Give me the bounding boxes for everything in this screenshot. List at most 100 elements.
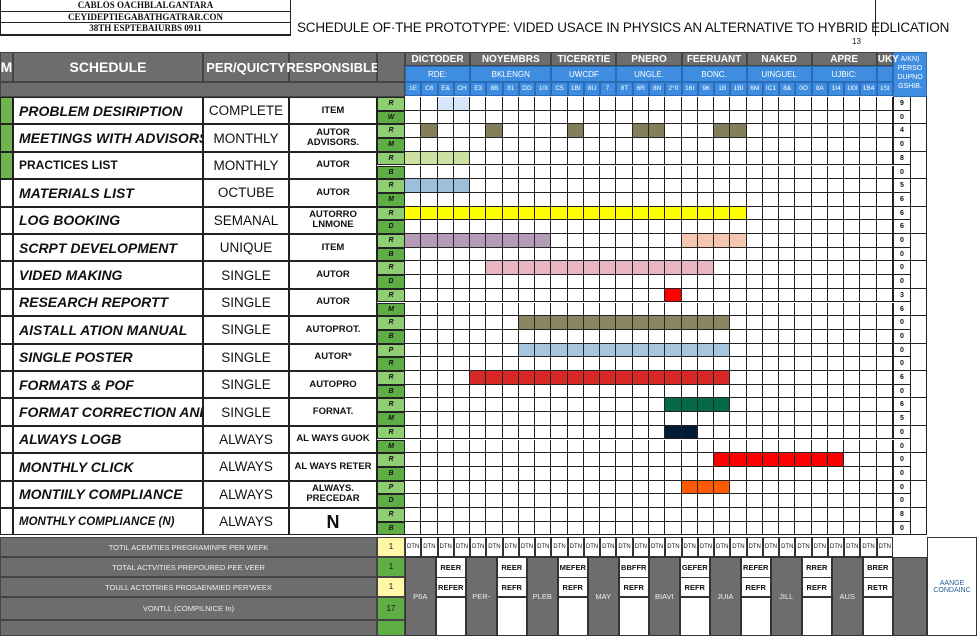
gantt-cell[interactable]	[795, 275, 812, 289]
gantt-cell[interactable]	[535, 329, 552, 344]
gantt-cell[interactable]	[405, 97, 422, 111]
gantt-cell[interactable]	[827, 138, 845, 152]
gantt-cell[interactable]	[730, 412, 747, 426]
gantt-cell[interactable]	[779, 206, 796, 221]
gantt-cell[interactable]	[518, 165, 536, 180]
gantt-cell[interactable]	[616, 138, 633, 152]
gantt-cell[interactable]	[844, 480, 861, 495]
gantt-cell[interactable]	[779, 110, 796, 125]
gantt-cell[interactable]	[583, 124, 601, 139]
gantt-cell[interactable]	[779, 261, 796, 276]
gantt-cell[interactable]	[730, 192, 747, 207]
gantt-bar-cell[interactable]	[453, 206, 471, 221]
gantt-cell[interactable]	[567, 302, 584, 317]
gantt-cell[interactable]	[844, 453, 861, 467]
gantt-cell[interactable]	[746, 371, 763, 385]
gantt-cell[interactable]	[551, 494, 568, 508]
gantt-cell[interactable]	[421, 398, 438, 413]
gantt-cell[interactable]	[779, 234, 796, 248]
gantt-bar-cell[interactable]	[518, 234, 536, 248]
gantt-cell[interactable]	[437, 425, 454, 440]
gantt-cell[interactable]	[421, 329, 438, 344]
gantt-cell[interactable]	[762, 151, 780, 166]
gantt-cell[interactable]	[697, 138, 715, 152]
gantt-cell[interactable]	[714, 329, 731, 344]
gantt-cell[interactable]	[827, 124, 845, 139]
gantt-cell[interactable]	[535, 466, 552, 481]
gantt-bar-cell[interactable]	[714, 124, 731, 139]
gantt-cell[interactable]	[730, 316, 747, 330]
task-name[interactable]: PROBLEM DESIRIPTION	[13, 97, 203, 125]
gantt-cell[interactable]	[583, 179, 601, 193]
gantt-cell[interactable]	[421, 439, 438, 454]
gantt-cell[interactable]	[405, 466, 422, 481]
gantt-cell[interactable]	[746, 329, 763, 344]
gantt-cell[interactable]	[714, 425, 731, 440]
gantt-cell[interactable]	[616, 453, 633, 467]
gantt-cell[interactable]	[518, 398, 536, 413]
gantt-cell[interactable]	[405, 165, 422, 180]
gantt-cell[interactable]	[583, 192, 601, 207]
gantt-cell[interactable]	[746, 206, 763, 221]
gantt-cell[interactable]	[535, 165, 552, 180]
gantt-bar-cell[interactable]	[502, 371, 519, 385]
gantt-cell[interactable]	[746, 384, 763, 399]
gantt-cell[interactable]	[583, 521, 601, 536]
gantt-cell[interactable]	[632, 192, 649, 207]
gantt-cell[interactable]	[827, 288, 845, 303]
gantt-bar-cell[interactable]	[453, 151, 471, 166]
gantt-cell[interactable]	[518, 412, 536, 426]
gantt-cell[interactable]	[681, 151, 698, 166]
gantt-cell[interactable]	[486, 110, 503, 125]
gantt-cell[interactable]	[827, 480, 845, 495]
gantt-cell[interactable]	[405, 371, 422, 385]
gantt-cell[interactable]	[681, 110, 698, 125]
gantt-cell[interactable]	[795, 138, 812, 152]
gantt-cell[interactable]	[795, 439, 812, 454]
gantt-cell[interactable]	[421, 494, 438, 508]
gantt-cell[interactable]	[486, 398, 503, 413]
gantt-cell[interactable]	[762, 412, 780, 426]
gantt-cell[interactable]	[518, 521, 536, 536]
gantt-cell[interactable]	[876, 138, 893, 152]
gantt-cell[interactable]	[665, 329, 682, 344]
task-name[interactable]: LOG BOOKING	[13, 206, 203, 234]
gantt-cell[interactable]	[600, 151, 617, 166]
gantt-cell[interactable]	[762, 398, 780, 413]
gantt-bar-cell[interactable]	[714, 371, 731, 385]
gantt-cell[interactable]	[551, 165, 568, 180]
gantt-cell[interactable]	[649, 521, 666, 536]
gantt-cell[interactable]	[502, 220, 519, 234]
gantt-cell[interactable]	[860, 384, 877, 399]
gantt-cell[interactable]	[453, 302, 471, 317]
gantt-cell[interactable]	[827, 398, 845, 413]
gantt-cell[interactable]	[746, 179, 763, 193]
gantt-bar-cell[interactable]	[470, 371, 487, 385]
gantt-cell[interactable]	[567, 466, 584, 481]
gantt-cell[interactable]	[535, 302, 552, 317]
gantt-cell[interactable]	[600, 124, 617, 139]
gantt-cell[interactable]	[616, 234, 633, 248]
gantt-cell[interactable]	[470, 165, 487, 180]
gantt-cell[interactable]	[844, 179, 861, 193]
gantt-cell[interactable]	[730, 179, 747, 193]
gantt-cell[interactable]	[437, 480, 454, 495]
gantt-cell[interactable]	[616, 329, 633, 344]
gantt-cell[interactable]	[535, 508, 552, 522]
gantt-cell[interactable]	[567, 179, 584, 193]
gantt-cell[interactable]	[795, 110, 812, 125]
gantt-cell[interactable]	[502, 138, 519, 152]
gantt-cell[interactable]	[779, 316, 796, 330]
gantt-cell[interactable]	[616, 466, 633, 481]
gantt-cell[interactable]	[486, 151, 503, 166]
gantt-cell[interactable]	[876, 234, 893, 248]
gantt-cell[interactable]	[876, 316, 893, 330]
gantt-cell[interactable]	[453, 275, 471, 289]
gantt-bar-cell[interactable]	[405, 206, 422, 221]
gantt-cell[interactable]	[405, 192, 422, 207]
gantt-cell[interactable]	[518, 288, 536, 303]
gantt-cell[interactable]	[453, 494, 471, 508]
gantt-cell[interactable]	[827, 234, 845, 248]
gantt-bar-cell[interactable]	[632, 261, 649, 276]
gantt-cell[interactable]	[421, 110, 438, 125]
